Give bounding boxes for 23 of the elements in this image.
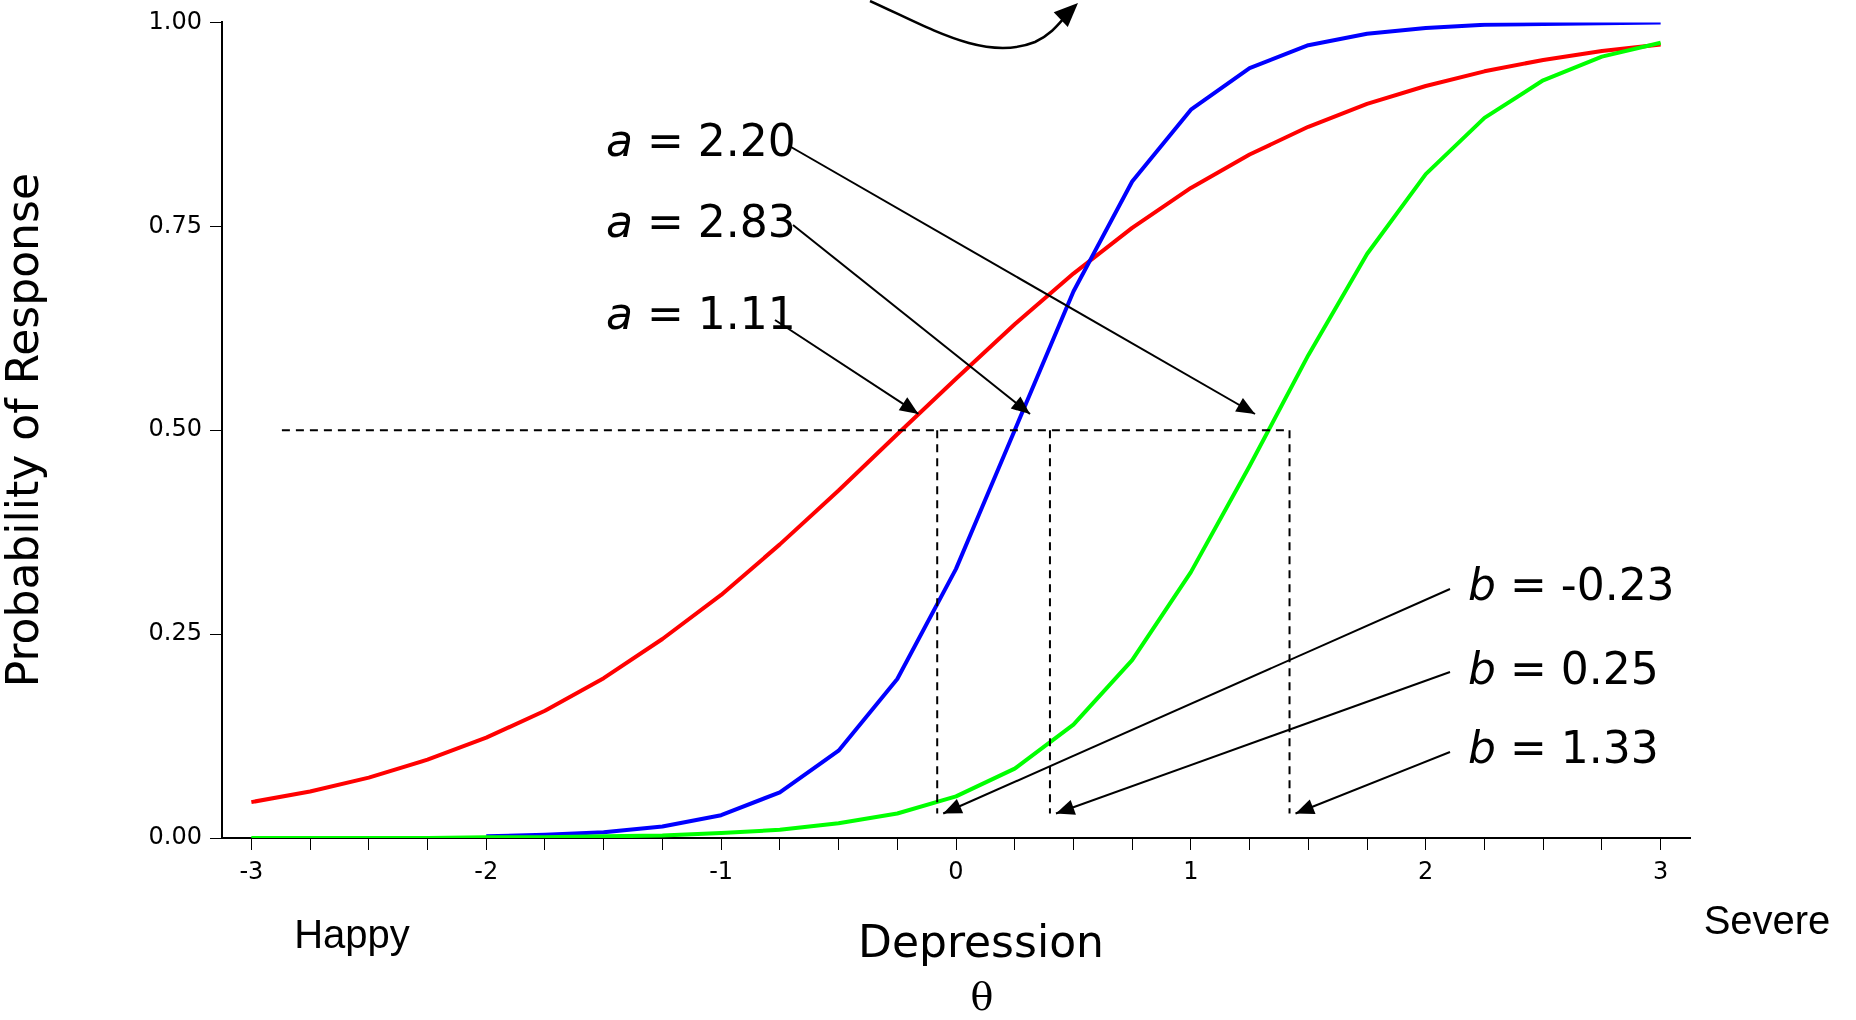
y-tick-label: 0.25 xyxy=(148,618,202,647)
x-tick-label: 3 xyxy=(1653,856,1669,885)
text: θ xyxy=(970,974,994,1019)
x-tick-label: 0 xyxy=(948,856,964,885)
y-tick-label: 1.00 xyxy=(148,6,202,35)
annotation: b = 1.33 xyxy=(1468,722,1659,773)
annotation: b = -0.23 xyxy=(1468,559,1675,610)
x-tick-label: -3 xyxy=(239,856,264,885)
text: Happy xyxy=(294,912,410,957)
y-tick-label: 0.75 xyxy=(148,210,202,239)
annotation: b = 0.25 xyxy=(1468,643,1659,694)
x-axis-title: Depression xyxy=(858,916,1104,967)
text: Severe xyxy=(1703,898,1831,943)
annotation: a = 1.11 xyxy=(606,288,796,339)
x-tick-label: 1 xyxy=(1183,856,1199,885)
x-tick-label: 2 xyxy=(1418,856,1434,885)
y-tick-label: 0.00 xyxy=(148,822,202,851)
x-tick-label: -2 xyxy=(474,856,499,885)
y-axis-title: Probability of Response xyxy=(0,173,48,688)
y-tick-label: 0.50 xyxy=(148,414,202,443)
x-tick-label: -1 xyxy=(709,856,734,885)
annotation: a = 2.83 xyxy=(606,196,796,247)
annotation: a = 2.20 xyxy=(606,115,796,166)
